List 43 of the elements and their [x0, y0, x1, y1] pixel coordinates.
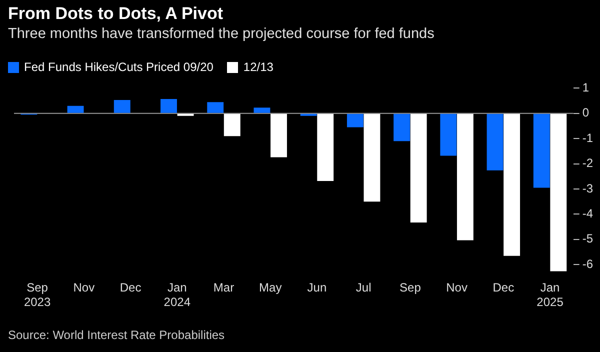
- y-tick-label: -2: [582, 156, 594, 170]
- y-tick-label: -4: [582, 206, 594, 221]
- bar: [254, 108, 270, 113]
- y-tick-label: 1: [582, 80, 590, 95]
- x-tick-label: Jan 2024: [164, 280, 191, 310]
- x-tick-label: Jun: [307, 280, 327, 295]
- y-tick-label: -3: [582, 181, 594, 196]
- bar: [394, 114, 410, 142]
- y-tick-label: -5: [582, 232, 594, 246]
- y-tick-label: -1: [582, 130, 594, 145]
- x-tick-label: Nov: [73, 280, 95, 295]
- x-tick-label: Dec: [492, 280, 514, 295]
- x-tick-label: Mar: [213, 280, 234, 295]
- x-tick-label: Nov: [446, 280, 468, 295]
- chart-subtitle: Three months have transformed the projected course for fed funds: [8, 26, 434, 42]
- legend-label: Fed Funds Hikes/Cuts Priced 09/20: [23, 60, 214, 74]
- x-tick-label: Dec: [120, 280, 142, 295]
- bar: [67, 106, 84, 113]
- bar: [456, 114, 474, 240]
- y-tick-label: 0: [582, 106, 590, 120]
- legend-label: 12/13: [242, 60, 274, 74]
- x-tick-label: Jul: [356, 280, 372, 295]
- x-tick-label: May: [259, 280, 282, 295]
- bar: [486, 114, 504, 170]
- bar: [533, 114, 550, 188]
- bar: [346, 114, 364, 128]
- x-tick-label: Jan 2025: [536, 280, 564, 310]
- bar: [364, 114, 380, 202]
- bar: [207, 102, 224, 113]
- x-tick-label: Sep 2023: [24, 280, 51, 310]
- bar: [224, 114, 240, 136]
- bar: [440, 114, 457, 156]
- bar: [504, 114, 520, 256]
- chart-title: From Dots to Dots, A Pivot: [8, 4, 224, 24]
- x-tick-label: Sep: [400, 280, 422, 295]
- y-tick-label: -6: [582, 256, 594, 271]
- bar: [270, 114, 287, 158]
- bar: [317, 114, 334, 181]
- source-note: Source: World Interest Rate Probabilities: [8, 328, 225, 342]
- bar: [550, 114, 567, 272]
- bar: [114, 100, 130, 113]
- bar: [410, 114, 427, 223]
- bar: [160, 99, 177, 113]
